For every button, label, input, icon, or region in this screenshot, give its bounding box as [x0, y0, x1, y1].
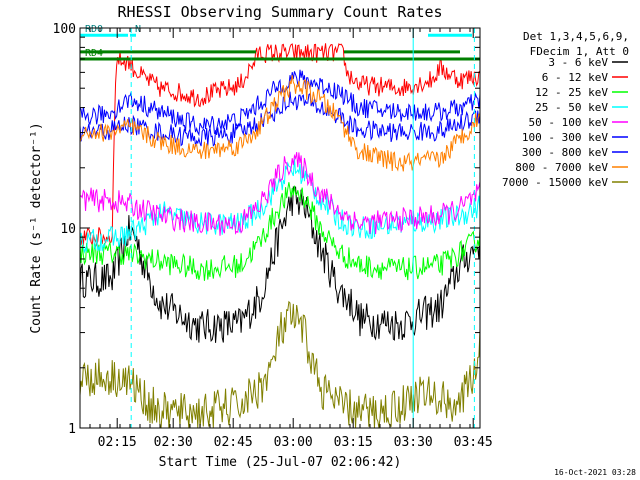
x-tick-label: 02:15 [98, 435, 137, 450]
legend-label: 100 - 300 keV [522, 131, 608, 144]
legend-label: 50 - 100 keV [529, 116, 609, 129]
x-tick-label: 03:45 [454, 435, 493, 450]
state-bar-label: RD0 [85, 24, 103, 35]
y-tick-label: 1 [68, 422, 76, 437]
x-axis: 02:15 02:30 02:45 03:00 03:15 03:30 03:45 [79, 28, 493, 450]
legend-label: 3 - 6 keV [548, 56, 608, 69]
legend-header: Det 1,3,4,5,6,9, [523, 30, 629, 43]
series-line [79, 91, 481, 147]
y-axis-label: Count Rate (s⁻¹ detector⁻¹) [29, 122, 44, 333]
x-tick-label: 03:00 [274, 435, 313, 450]
series-2 [79, 43, 481, 247]
legend-label: 12 - 25 keV [535, 86, 608, 99]
y-tick-label: 100 [53, 22, 76, 37]
series-7 [79, 91, 481, 147]
chart-title: RHESSI Observing Summary Count Rates [117, 3, 442, 21]
x-tick-label: 03:15 [334, 435, 373, 450]
state-bar-label: N [135, 24, 141, 35]
legend-label: 25 - 50 keV [535, 101, 608, 114]
legend: Det 1,3,4,5,6,9, FDecim 1, Att 03 - 6 keV… [502, 30, 629, 189]
series-line [79, 43, 481, 247]
y-axis: 1 10 100 [53, 22, 480, 437]
legend-label: 6 - 12 keV [542, 71, 609, 84]
legend-header: FDecim 1, Att 0 [530, 45, 629, 58]
legend-label: 7000 - 15000 keV [502, 176, 608, 189]
x-tick-label: 02:30 [154, 435, 193, 450]
y-tick-label: 10 [60, 222, 76, 237]
series-9 [79, 300, 481, 429]
state-bar-label: RD4 [85, 48, 103, 59]
x-axis-label: Start Time (25-Jul-07 02:06:42) [159, 455, 402, 470]
plot-area [79, 43, 481, 429]
x-tick-label: 02:45 [214, 435, 253, 450]
x-tick-label: 03:30 [394, 435, 433, 450]
footer-timestamp: 16-Oct-2021 03:28 [554, 468, 636, 477]
series-line [79, 300, 481, 429]
legend-label: 300 - 800 keV [522, 146, 608, 159]
legend-label: 800 - 7000 keV [515, 161, 608, 174]
